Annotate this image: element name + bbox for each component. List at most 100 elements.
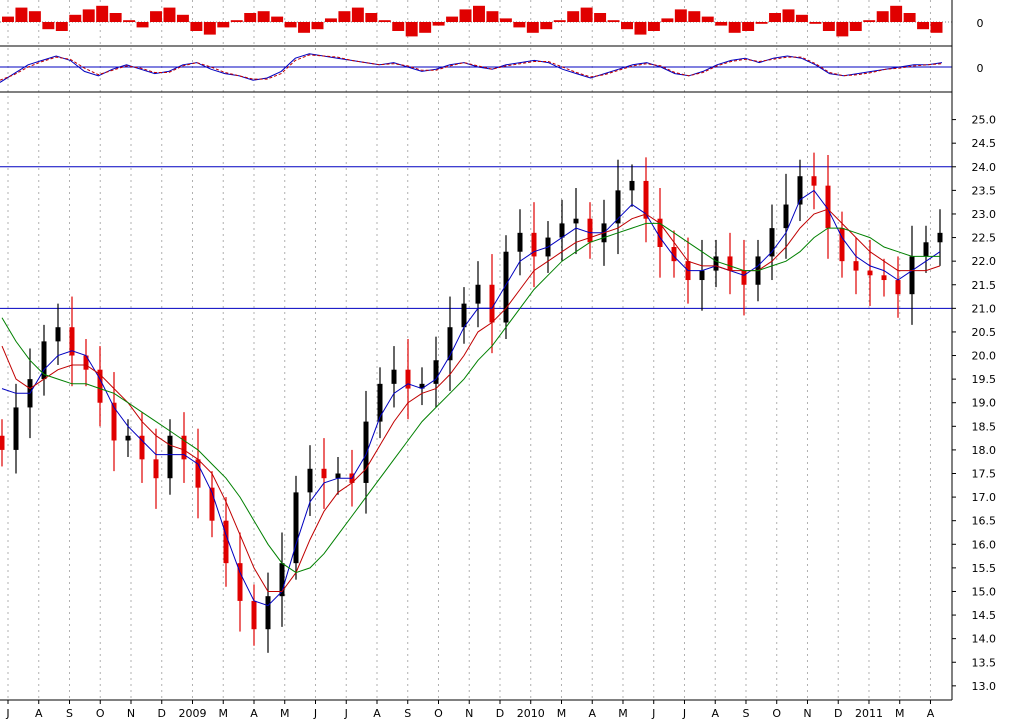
candle-body <box>111 402 117 441</box>
x-tick-label: A <box>250 707 258 720</box>
candle-body <box>573 218 579 224</box>
candle-body <box>363 421 369 483</box>
histogram-bar <box>459 9 472 22</box>
y-tick-label: 22.0 <box>972 255 997 268</box>
histogram-bar <box>661 18 674 22</box>
candle-body <box>853 261 859 271</box>
candle-body <box>419 383 425 389</box>
x-tick-label: M <box>557 707 567 720</box>
candle-body <box>727 256 733 271</box>
candle-body <box>475 284 481 304</box>
candle-body <box>629 180 635 191</box>
candle-body <box>41 341 47 380</box>
histogram-bar <box>190 22 203 31</box>
histogram-bar <box>513 22 526 28</box>
histogram-bar <box>217 22 230 28</box>
histogram-bar <box>42 22 55 30</box>
y-tick-label: 15.0 <box>972 585 997 598</box>
x-tick-label: N <box>127 707 135 720</box>
y-tick-label: 14.0 <box>972 633 997 646</box>
candle-body <box>699 270 705 281</box>
oscillator-series-line <box>0 53 943 83</box>
y-tick-label: 23.5 <box>972 184 997 197</box>
candle-body <box>0 435 5 450</box>
y-tick-label: 25.0 <box>972 114 997 127</box>
candle-body <box>923 242 929 257</box>
candle-body <box>321 468 327 479</box>
histogram-bar <box>647 22 660 31</box>
candle-body <box>769 228 775 257</box>
y-tick-label: 14.5 <box>972 609 997 622</box>
histogram-bar <box>176 14 189 22</box>
histogram-bar <box>123 20 136 22</box>
candle-body <box>671 247 677 262</box>
histogram-bar <box>701 16 714 22</box>
histogram-bar <box>553 20 566 22</box>
histogram-bar <box>540 22 553 30</box>
x-tick-label: A <box>711 707 719 720</box>
histogram-bar <box>2 16 14 22</box>
histogram-bar <box>863 20 876 22</box>
histogram-bar <box>674 9 687 22</box>
histogram-bar <box>688 11 701 22</box>
candle-body <box>69 327 75 356</box>
histogram-bar <box>96 5 109 23</box>
histogram-bar <box>244 13 257 22</box>
y-tick-label: 24.0 <box>972 161 997 174</box>
x-tick-label: 2011 <box>855 707 883 720</box>
candle-body <box>489 284 495 323</box>
x-tick-label: O <box>772 707 781 720</box>
histogram-bar <box>782 9 795 22</box>
histogram-bar <box>109 13 122 22</box>
x-tick-label: A <box>927 707 935 720</box>
x-tick-label: N <box>465 707 473 720</box>
histogram-bar <box>607 20 620 22</box>
candle-body <box>181 435 187 460</box>
histogram-zero-label: 0 <box>977 17 984 30</box>
moving-average-line <box>1 222 940 574</box>
x-tick-label: J <box>313 707 317 720</box>
moving-average-line <box>1 189 941 607</box>
y-tick-label: 19.0 <box>972 397 997 410</box>
candle-body <box>895 280 901 295</box>
y-tick-label: 13.5 <box>972 656 997 669</box>
candle-body <box>251 600 257 630</box>
y-tick-label: 13.0 <box>972 680 997 693</box>
x-tick-label: A <box>373 707 381 720</box>
histogram-bar <box>567 11 580 22</box>
histogram-bar <box>378 20 391 22</box>
candle-body <box>13 407 19 450</box>
candle-body <box>909 256 915 295</box>
histogram-bar <box>755 22 768 24</box>
price-panel <box>0 152 952 653</box>
candle-body <box>741 270 747 285</box>
candle-body <box>139 435 145 460</box>
candle-body <box>167 435 173 479</box>
histogram-bar <box>876 11 889 22</box>
candle-body <box>265 596 271 630</box>
candle-body <box>615 190 621 224</box>
vertical-gridlines <box>7 0 931 700</box>
histogram-bar <box>351 7 364 22</box>
axes: J A S O N D 2009 M A M J J A S O N D 2010 M A M J J A S O N D 2011 M A… <box>0 0 996 720</box>
histogram-bar <box>715 22 728 26</box>
candle-body <box>461 303 467 328</box>
candle-body <box>839 228 845 262</box>
candle-body <box>881 275 887 281</box>
y-tick-label: 16.0 <box>972 538 997 551</box>
histogram-bar <box>298 22 311 33</box>
candle-body <box>433 360 439 384</box>
histogram-bar <box>580 7 593 22</box>
candle-body <box>447 327 453 361</box>
histogram-bar <box>473 5 485 23</box>
y-tick-label: 18.5 <box>972 420 997 433</box>
x-tick-label: M <box>618 707 628 720</box>
y-tick-label: 17.5 <box>972 468 997 481</box>
candle-body <box>713 256 719 271</box>
candle-body <box>377 383 383 422</box>
candle-body <box>531 232 537 257</box>
histogram-bar <box>365 13 378 22</box>
candle-body <box>97 369 103 403</box>
